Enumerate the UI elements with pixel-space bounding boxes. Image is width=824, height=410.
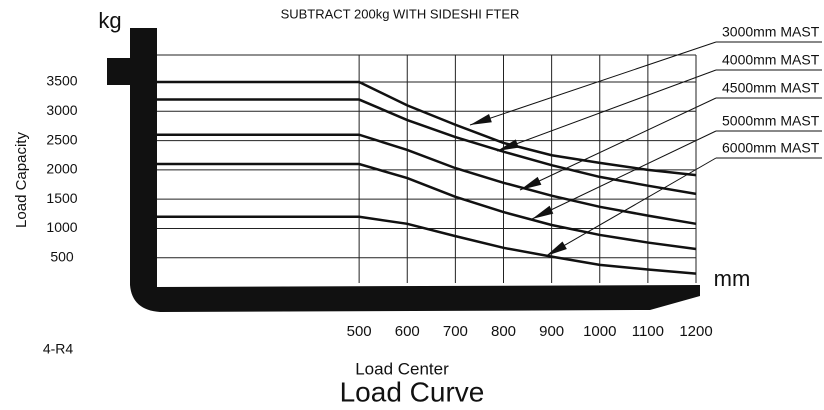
model-label: 4-R4 (43, 341, 74, 357)
legend-label: 4500mm MAST (722, 80, 820, 96)
y-unit: kg (98, 8, 121, 33)
x-tick-label: 900 (539, 323, 564, 340)
x-tick-label: 700 (443, 323, 468, 340)
x-tick-label: 1100 (632, 323, 664, 340)
leader-line (545, 157, 717, 257)
mast-curve (157, 133, 697, 226)
x-tick-label: 600 (395, 323, 420, 340)
legend-label: 6000mm MAST (722, 140, 820, 156)
leader-arrow (520, 176, 542, 190)
y-tick-label: 2500 (46, 131, 77, 147)
leader-line (496, 69, 717, 152)
y-tick-label: 1000 (46, 219, 77, 235)
y-axis-label: Load Capacity (13, 132, 30, 228)
mast-curve (157, 162, 697, 251)
leader-arrow (497, 139, 519, 151)
legend-label: 4000mm MAST (722, 52, 820, 68)
x-unit: mm (714, 266, 751, 291)
y-tick-label: 3000 (46, 102, 77, 118)
leader-line (519, 97, 717, 191)
x-tick-label: 800 (491, 323, 516, 340)
y-tick-label: 1500 (46, 190, 77, 206)
y-tick-label: 3500 (46, 73, 77, 89)
leader-arrow (546, 241, 567, 256)
chart-subtitle: Load Curve (340, 376, 485, 407)
x-tick-label: 1000 (583, 323, 616, 340)
y-tick-label: 500 (50, 249, 74, 265)
leader-arrow (470, 113, 492, 125)
mast-curve (157, 215, 697, 275)
legend-label: 3000mm MAST (722, 24, 820, 40)
x-axis-label: Load Center (355, 359, 449, 378)
legend-label: 5000mm MAST (722, 113, 820, 129)
y-tick-label: 2000 (46, 161, 77, 177)
x-tick-label: 500 (347, 323, 372, 340)
leader-arrow (532, 205, 554, 219)
chart-title: SUBTRACT 200kg WITH SIDESHI FTER (281, 6, 520, 21)
leader-line (531, 130, 717, 220)
leader-line (469, 41, 717, 126)
mast-curve (157, 80, 697, 177)
x-tick-label: 1200 (679, 323, 712, 340)
mast-curve (157, 98, 697, 196)
